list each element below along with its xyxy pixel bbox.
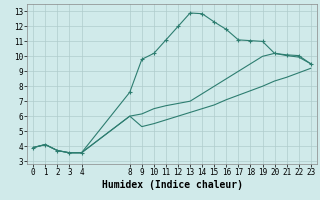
X-axis label: Humidex (Indice chaleur): Humidex (Indice chaleur) [101, 180, 243, 190]
